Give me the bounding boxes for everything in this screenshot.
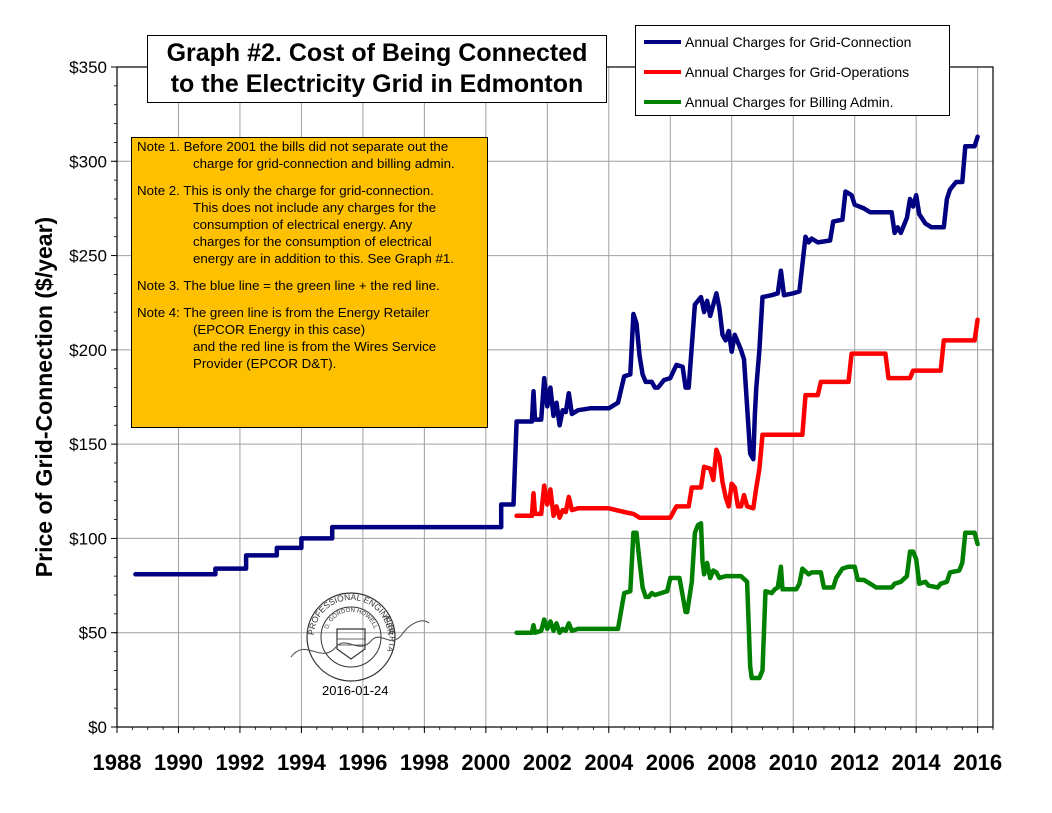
y-axis-title: Price of Grid-Connection ($/year) [31, 217, 57, 577]
note-line: Note 2. This is only the charge for grid… [137, 183, 434, 198]
note-line: charge for grid-connection and billing a… [193, 156, 455, 171]
series-line-0 [133, 134, 980, 577]
y-tick-label: $0 [88, 718, 107, 737]
chart-title-line-1: Graph #2. Cost of Being Connected [166, 39, 588, 67]
y-tick-label: $250 [69, 247, 107, 266]
engineer-seal: PROFESSIONAL ENGINEER D. GORDON HOWELL A… [290, 592, 430, 682]
legend: Annual Charges for Grid-Connection Annua… [635, 25, 950, 116]
y-tick-label: $200 [69, 341, 107, 360]
y-tick-label: $350 [69, 58, 107, 77]
note-line: Note 4: The green line is from the Energ… [137, 305, 430, 320]
note-4: Note 4: The green line is from the Energ… [137, 304, 487, 372]
chart-title-line-2: to the Electricity Grid in Edmonton [170, 70, 584, 98]
x-tick-label: 2006 [646, 750, 695, 775]
x-tick-label: 1998 [400, 750, 449, 775]
legend-label-grid-operations: Annual Charges for Grid-Operations [685, 64, 910, 80]
legend-label-grid-connection: Annual Charges for Grid-Connection [685, 34, 912, 50]
note-1: Note 1. Before 2001 the bills did not se… [137, 138, 487, 172]
y-tick-label: $150 [69, 435, 107, 454]
x-tick-label: 2002 [523, 750, 572, 775]
x-tick-label: 2000 [461, 750, 510, 775]
x-tick-label: 1990 [154, 750, 203, 775]
x-tick-label: 2004 [584, 750, 634, 775]
note-3: Note 3. The blue line = the green line +… [137, 277, 487, 294]
svg-text:D. GORDON HOWELL: D. GORDON HOWELL [324, 608, 378, 631]
note-line: consumption of electrical energy. Any [193, 217, 413, 232]
note-line: Note 3. The blue line = the green line +… [137, 278, 440, 293]
y-tick-label: $50 [79, 624, 107, 643]
legend-swatch-billing-admin [644, 100, 681, 104]
x-tick-label: 2008 [707, 750, 756, 775]
note-line: and the red line is from the Wires Servi… [193, 339, 437, 354]
y-tick-label: $100 [69, 529, 107, 548]
note-line: (EPCOR Energy in this case) [193, 322, 366, 337]
x-tick-label: 1992 [215, 750, 264, 775]
svg-text:ALBERTA: ALBERTA [382, 613, 397, 654]
seal-province: ALBERTA [382, 613, 397, 654]
x-tick-label: 1996 [338, 750, 387, 775]
note-line: Provider (EPCOR D&T). [193, 356, 337, 371]
x-tick-labels: 1988 1990 1992 1994 1996 1998 2000 2002 2004 2006… [93, 750, 1003, 775]
note-2: Note 2. This is only the charge for grid… [137, 182, 487, 267]
note-line: This does not include any charges for th… [193, 200, 437, 215]
signature-scribble [290, 620, 430, 658]
seal-name: D. GORDON HOWELL [324, 608, 378, 631]
y-tick-labels: $0 $50 $100 $150 $200 $250 $300 $350 [69, 58, 107, 737]
x-tick-label: 1994 [277, 750, 327, 775]
x-tick-label: 2010 [769, 750, 818, 775]
series-line-1 [514, 317, 980, 520]
x-tick-label: 2014 [892, 750, 942, 775]
legend-label-billing-admin: Annual Charges for Billing Admin. [685, 94, 894, 110]
y-tick-label: $300 [69, 152, 107, 171]
series-line-2 [514, 521, 980, 681]
x-tick-label: 2016 [953, 750, 1002, 775]
x-tick-label: 1988 [93, 750, 142, 775]
x-tick-label: 2012 [830, 750, 879, 775]
notes-box: Note 1. Before 2001 the bills did not se… [131, 137, 488, 428]
legend-swatch-grid-operations [644, 70, 681, 74]
series-lines [133, 134, 980, 681]
axis-ticks [111, 66, 994, 733]
legend-swatch-grid-connection [644, 40, 681, 44]
legend-item-grid-operations: Annual Charges for Grid-Operations [644, 62, 909, 82]
stamp-date: 2016-01-24 [322, 683, 389, 698]
note-line: Note 1. Before 2001 the bills did not se… [137, 139, 449, 154]
note-line: charges for the consumption of electrica… [193, 234, 432, 249]
chart-title: Graph #2. Cost of Being Connected to the… [147, 35, 607, 103]
legend-item-grid-connection: Annual Charges for Grid-Connection [644, 32, 911, 52]
legend-item-billing-admin: Annual Charges for Billing Admin. [644, 92, 894, 112]
note-line: energy are in addition to this. See Grap… [193, 251, 454, 266]
